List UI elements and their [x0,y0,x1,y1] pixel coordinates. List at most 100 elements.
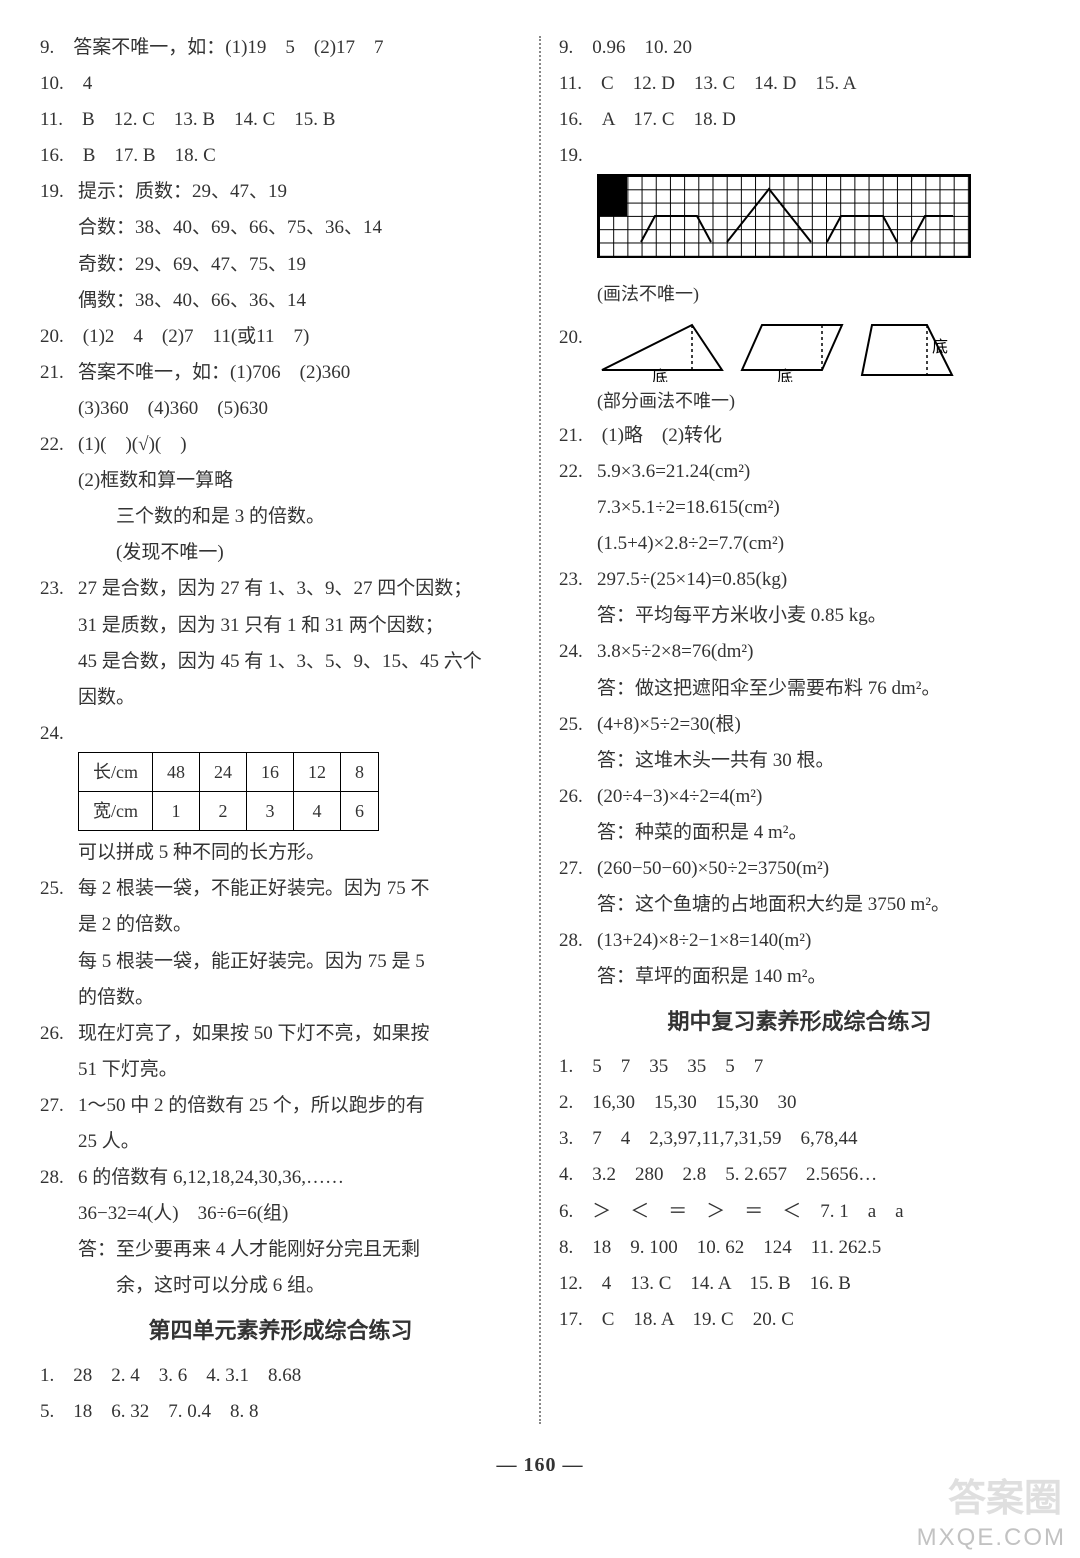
item-number: 27. [559,851,597,887]
watermark-url: MXQE.COM [917,1524,1066,1552]
item-number: 25. [559,707,597,743]
answer-line: 12. 4 13. C 14. A 15. B 16. B [559,1266,1040,1302]
answer-item: 24. [40,716,521,752]
trapezoid-shape: 底 [857,320,957,382]
answer-text: 因数。 [40,680,521,716]
answer-text: 答：平均每平方米收小麦 0.85 kg。 [559,598,1040,634]
answer-text: (2)框数和算一算略 [40,463,521,499]
answer-text: 可以拼成 5 种不同的长方形。 [40,835,521,871]
item-content: 27 是合数，因为 27 有 1、3、9、27 四个因数； [78,571,521,607]
answer-line: 3. 7 4 2,3,97,11,7,31,59 6,78,44 [559,1121,1040,1157]
right-column: 9. 0.96 10. 20 11. C 12. D 13. C 14. D 1… [541,30,1040,1430]
item-number: 26. [559,779,597,815]
answer-text: 偶数：38、40、66、36、14 [40,283,521,319]
table-cell: 4 [294,792,341,831]
item-number: 23. [40,571,78,607]
answer-line: 4. 3.2 280 2.8 5. 2.657 2.5656… [559,1157,1040,1193]
answer-item: 24. 3.8×5÷2×8=76(dm²) [559,634,1040,670]
answer-line: 11. C 12. D 13. C 14. D 15. A [559,66,1040,102]
item-content: 297.5÷(25×14)=0.85(kg) [597,562,1040,598]
answer-text: 三个数的和是 3 的倍数。 [40,499,521,535]
item-content: 每 2 根装一袋，不能正好装完。因为 75 不 [78,871,521,907]
page-number: — 160 — [0,1454,1080,1477]
item-content: (260−50−60)×50÷2=3750(m²) [597,851,1040,887]
answer-line: 20. (1)2 4 (2)7 11(或11 7) [40,319,521,355]
answer-line: 8. 18 9. 100 10. 62 124 11. 262.5 [559,1230,1040,1266]
answer-item: 27. 1～50 中 2 的倍数有 25 个，所以跑步的有 [40,1088,521,1124]
table-cell: 8 [341,752,379,791]
watermark-text: 答案圈 [948,1467,1062,1522]
label: 底 [652,368,668,382]
table-cell: 48 [153,752,200,791]
item-number: 22. [40,427,78,463]
answer-text: 答：种菜的面积是 4 m²。 [559,815,1040,851]
item-content: (1)( )(√)( ) [78,427,521,463]
table-cell: 6 [341,792,379,831]
item-content: (4+8)×5÷2=30(根) [597,707,1040,743]
answer-item: 22. 5.9×3.6=21.24(cm²) [559,454,1040,490]
answer-text: 答：做这把遮阳伞至少需要布料 76 dm²。 [559,671,1040,707]
answer-item: 20. 底 底 底 [559,320,1040,382]
table-cell: 3 [247,792,294,831]
answer-item: 25. (4+8)×5÷2=30(根) [559,707,1040,743]
item-content: 6 的倍数有 6,12,18,24,30,36,…… [78,1160,521,1196]
table-cell: 2 [200,792,247,831]
answer-item: 28. 6 的倍数有 6,12,18,24,30,36,…… [40,1160,521,1196]
item-content: 提示：质数：29、47、19 [78,174,521,210]
answer-item: 19. [559,138,1040,174]
answer-text: 答：这堆木头一共有 30 根。 [559,743,1040,779]
answer-text: 7.3×5.1÷2=18.615(cm²) [559,490,1040,526]
table-cell: 长/cm [79,752,153,791]
table-cell: 宽/cm [79,792,153,831]
page-content: 9. 答案不唯一，如：(1)19 5 (2)17 7 10. 4 11. B 1… [0,0,1080,1450]
answer-line: 2. 16,30 15,30 15,30 30 [559,1085,1040,1121]
table-cell: 12 [294,752,341,791]
answer-text: (1.5+4)×2.8÷2=7.7(cm²) [559,526,1040,562]
answer-text: 是 2 的倍数。 [40,907,521,943]
answer-text: 答：草坪的面积是 140 m²。 [559,959,1040,995]
answer-line: 16. A 17. C 18. D [559,102,1040,138]
item-number: 22. [559,454,597,490]
parallelogram-shape: 底 [737,320,847,382]
answer-item: 23. 27 是合数，因为 27 有 1、3、9、27 四个因数； [40,571,521,607]
item-number: 24. [40,716,78,752]
table-cell: 1 [153,792,200,831]
answer-item: 25. 每 2 根装一袋，不能正好装完。因为 75 不 [40,871,521,907]
section-title: 第四单元素养形成综合练习 [40,1310,521,1352]
answer-line: 9. 答案不唯一，如：(1)19 5 (2)17 7 [40,30,521,66]
table-cell: 24 [200,752,247,791]
item-number: 28. [559,923,597,959]
answer-item: 28. (13+24)×8÷2−1×8=140(m²) [559,923,1040,959]
svg-text:底: 底 [932,338,948,356]
item-content: 5.9×3.6=21.24(cm²) [597,454,1040,490]
answer-item: 21. 答案不唯一，如：(1)706 (2)360 [40,355,521,391]
item-content [78,716,521,752]
answer-line: 1. 28 2. 4 3. 6 4. 3.1 8.68 [40,1358,521,1394]
shapes-row: 底 底 底 [597,320,1040,382]
item-content: 1～50 中 2 的倍数有 25 个，所以跑步的有 [78,1088,521,1124]
answer-item: 19. 提示：质数：29、47、19 [40,174,521,210]
figure-note: (部分画法不唯一) [597,384,1040,418]
table-cell: 16 [247,752,294,791]
answer-line: 6. ＞ ＜ ＝ ＞ ＝ ＜ 7. 1 a a [559,1194,1040,1230]
item-number: 23. [559,562,597,598]
item-content: 现在灯亮了，如果按 50 下灯不亮，如果按 [78,1016,521,1052]
item-number: 19. [559,138,597,174]
item-number: 20. [559,320,597,382]
answer-item: 27. (260−50−60)×50÷2=3750(m²) [559,851,1040,887]
answer-text: 合数：38、40、69、66、75、36、14 [40,210,521,246]
answer-line: 21. (1)略 (2)转化 [559,418,1040,454]
answer-line: 17. C 18. A 19. C 20. C [559,1302,1040,1338]
answer-item: 26. (20÷4−3)×4÷2=4(m²) [559,779,1040,815]
item-number: 25. [40,871,78,907]
answer-item: 26. 现在灯亮了，如果按 50 下灯不亮，如果按 [40,1016,521,1052]
item-number: 21. [40,355,78,391]
answer-text: 45 是合数，因为 45 有 1、3、5、9、15、45 六个 [40,644,521,680]
grid-figure [597,174,971,258]
section-title: 期中复习素养形成综合练习 [559,1001,1040,1043]
answer-text: 奇数：29、69、47、75、19 [40,247,521,283]
answer-item: 22. (1)( )(√)( ) [40,427,521,463]
item-number: 26. [40,1016,78,1052]
item-number: 19. [40,174,78,210]
answer-text: 51 下灯亮。 [40,1052,521,1088]
